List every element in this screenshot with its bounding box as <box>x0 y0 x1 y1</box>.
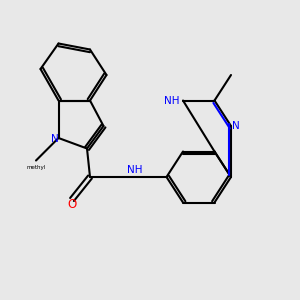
Text: NH: NH <box>127 165 143 176</box>
Text: methyl: methyl <box>26 165 46 170</box>
Text: NH: NH <box>164 95 179 106</box>
Text: O: O <box>68 197 76 211</box>
Text: N: N <box>51 134 59 144</box>
Text: N: N <box>232 121 239 131</box>
